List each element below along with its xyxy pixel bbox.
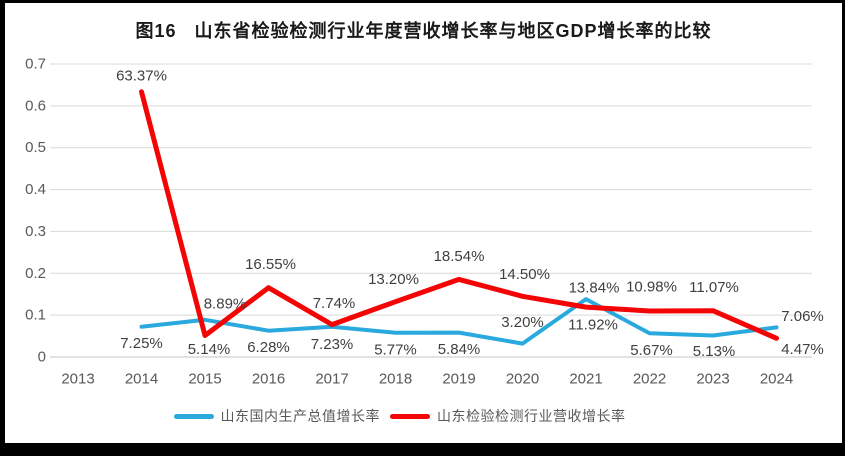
legend-label-gdp: 山东国内生产总值增长率 bbox=[220, 408, 380, 424]
data-label-series-0: 7.23% bbox=[311, 336, 354, 353]
x-axis-tick-label: 2019 bbox=[442, 371, 475, 388]
x-axis-tick-label: 2016 bbox=[252, 371, 285, 388]
data-label-series-1: 11.92% bbox=[568, 317, 618, 334]
data-label-series-1: 11.07% bbox=[689, 279, 739, 296]
y-axis-tick-label: 0.4 bbox=[25, 181, 46, 198]
x-axis-tick-label: 2013 bbox=[61, 371, 94, 388]
data-label-series-0: 5.77% bbox=[374, 341, 417, 358]
legend-label-revenue: 山东检验检测行业营收增长率 bbox=[437, 408, 626, 424]
y-axis-tick-label: 0.7 bbox=[25, 56, 46, 73]
data-label-series-1: 10.98% bbox=[626, 279, 677, 296]
y-axis-tick-label: 0.1 bbox=[25, 307, 46, 324]
data-label-series-0: 6.28% bbox=[247, 339, 290, 356]
series-line-0 bbox=[139, 297, 779, 346]
data-label-series-1: 7.74% bbox=[313, 295, 356, 312]
x-axis-tick-label: 2024 bbox=[760, 371, 793, 388]
data-label-series-1: 13.20% bbox=[368, 271, 419, 288]
data-label-series-1: 63.37% bbox=[116, 67, 167, 84]
x-axis-tick-label: 2015 bbox=[188, 371, 221, 388]
data-label-series-0: 7.25% bbox=[120, 335, 163, 352]
y-axis-tick-label: 0 bbox=[38, 349, 46, 366]
y-axis-tick-label: 0.5 bbox=[25, 139, 46, 156]
data-label-series-1: 14.50% bbox=[499, 266, 550, 283]
line-chart-canvas: 0 0.1 0.2 0.3 0.4 0.5 0.6 0.7 2013 2014 2015 2016 20… bbox=[25, 56, 824, 388]
data-label-series-0: 5.84% bbox=[438, 341, 481, 358]
y-axis-tick-label: 0.6 bbox=[25, 97, 46, 114]
data-label-series-0: 13.84% bbox=[569, 280, 620, 297]
y-axis-tick-label: 0.2 bbox=[25, 265, 46, 282]
chart-title: 图16 山东省检验检测行业年度营收增长率与地区GDP增长率的比较 bbox=[135, 21, 712, 41]
series-line-1 bbox=[139, 89, 779, 341]
x-axis-tick-label: 2023 bbox=[696, 371, 729, 388]
data-label-series-1: 18.54% bbox=[434, 248, 485, 265]
x-axis-tick-label: 2020 bbox=[506, 371, 539, 388]
legend-swatch-gdp-line bbox=[173, 413, 214, 419]
data-label-series-0: 5.67% bbox=[630, 342, 673, 359]
legend-swatch-revenue-line bbox=[390, 413, 430, 419]
data-label-series-0: 7.06% bbox=[781, 308, 824, 325]
legend-item-revenue: 山东检验检测行业营收增长率 bbox=[390, 406, 626, 426]
x-axis-tick-label: 2022 bbox=[633, 371, 666, 388]
legend-item-gdp: 山东国内生产总值增长率 bbox=[173, 406, 381, 426]
x-axis-tick-label: 2014 bbox=[125, 371, 158, 388]
x-axis-tick-label: 2021 bbox=[569, 371, 602, 388]
y-axis-tick-label: 0.3 bbox=[25, 223, 46, 240]
data-label-series-0: 8.89% bbox=[204, 295, 247, 312]
x-axis-tick-label: 2018 bbox=[379, 371, 412, 388]
data-label-series-0: 3.20% bbox=[501, 314, 544, 331]
x-axis-tick-label: 2017 bbox=[315, 371, 348, 388]
data-label-series-1: 16.55% bbox=[245, 256, 296, 273]
data-label-series-1: 5.14% bbox=[188, 341, 231, 358]
chart-legend: 山东国内生产总值增长率 山东检验检测行业营收增长率 bbox=[5, 406, 818, 426]
data-label-series-1: 4.47% bbox=[781, 341, 824, 358]
data-label-series-0: 5.13% bbox=[693, 343, 736, 360]
